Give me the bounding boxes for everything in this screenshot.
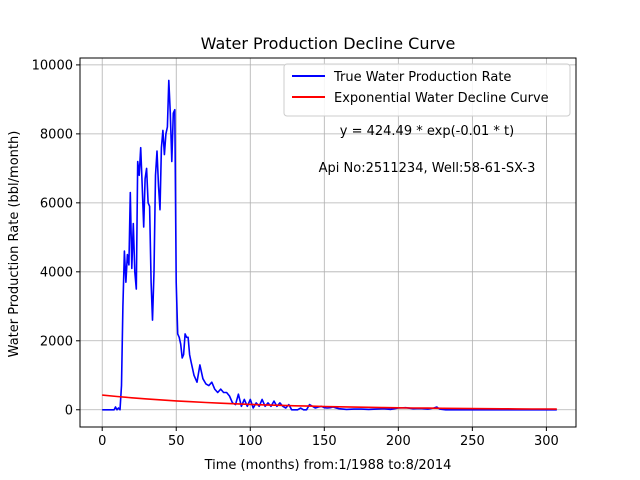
x-tick-label: 50 <box>168 434 185 449</box>
y-tick-label: 2000 <box>40 334 73 349</box>
x-axis-ticks: 0 50 100 150 200 250 300 <box>98 427 559 449</box>
y-axis-ticks: 0 2000 4000 6000 8000 10000 <box>32 58 80 418</box>
exponential-decline-curve-line <box>102 394 557 410</box>
x-tick-label: 150 <box>312 434 337 449</box>
x-tick-label: 300 <box>534 434 559 449</box>
series-layer <box>102 79 557 411</box>
x-tick-label: 200 <box>386 434 411 449</box>
y-tick-label: 10000 <box>32 58 73 73</box>
legend-label-exponential: Exponential Water Decline Curve <box>334 91 549 106</box>
y-tick-label: 6000 <box>40 196 73 211</box>
y-tick-label: 4000 <box>40 265 73 280</box>
equation-annotation: y = 424.49 * exp(-0.01 * t) <box>340 124 514 139</box>
chart-title: Water Production Decline Curve <box>201 34 456 53</box>
legend-frame <box>283 63 571 117</box>
legend-label-true-rate: True Water Production Rate <box>333 70 511 85</box>
y-axis-label: Water Production Rate (bbl/month) <box>7 131 22 358</box>
x-tick-label: 0 <box>98 434 106 449</box>
true-water-production-line <box>102 79 557 411</box>
well-info-annotation: Api No:2511234, Well:58-61-SX-3 <box>319 161 536 176</box>
x-axis-label: Time (months) from:1/1988 to:8/2014 <box>204 458 452 473</box>
legend: True Water Production Rate Exponential W… <box>283 63 571 117</box>
y-tick-label: 8000 <box>40 127 73 142</box>
x-tick-label: 250 <box>460 434 485 449</box>
y-tick-label: 0 <box>65 403 73 418</box>
x-tick-label: 100 <box>238 434 263 449</box>
plot-area-frame <box>79 57 577 428</box>
